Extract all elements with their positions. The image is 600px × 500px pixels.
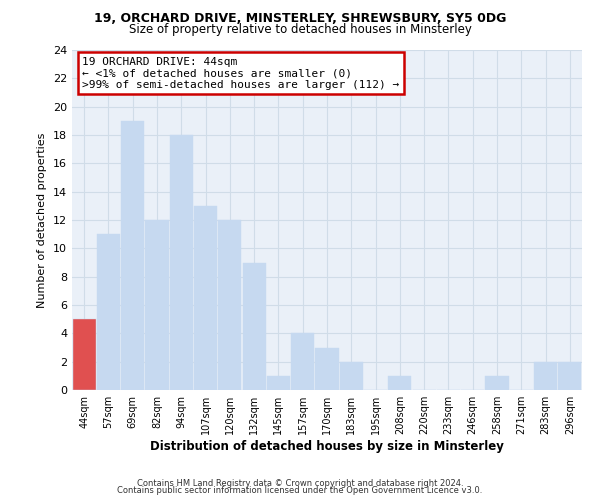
Bar — [218, 220, 241, 390]
Bar — [242, 262, 266, 390]
Bar — [485, 376, 509, 390]
Bar — [170, 135, 193, 390]
Y-axis label: Number of detached properties: Number of detached properties — [37, 132, 47, 308]
Text: 19, ORCHARD DRIVE, MINSTERLEY, SHREWSBURY, SY5 0DG: 19, ORCHARD DRIVE, MINSTERLEY, SHREWSBUR… — [94, 12, 506, 26]
Text: Contains public sector information licensed under the Open Government Licence v3: Contains public sector information licen… — [118, 486, 482, 495]
Bar — [534, 362, 557, 390]
Text: Size of property relative to detached houses in Minsterley: Size of property relative to detached ho… — [128, 22, 472, 36]
Text: 19 ORCHARD DRIVE: 44sqm
← <1% of detached houses are smaller (0)
>99% of semi-de: 19 ORCHARD DRIVE: 44sqm ← <1% of detache… — [82, 57, 400, 90]
Bar — [194, 206, 217, 390]
Bar — [316, 348, 338, 390]
Bar — [291, 334, 314, 390]
Bar — [388, 376, 412, 390]
Bar — [340, 362, 363, 390]
Bar — [121, 121, 144, 390]
Bar — [73, 319, 95, 390]
Bar — [267, 376, 290, 390]
Bar — [559, 362, 581, 390]
Bar — [145, 220, 169, 390]
Text: Contains HM Land Registry data © Crown copyright and database right 2024.: Contains HM Land Registry data © Crown c… — [137, 478, 463, 488]
X-axis label: Distribution of detached houses by size in Minsterley: Distribution of detached houses by size … — [150, 440, 504, 453]
Bar — [97, 234, 120, 390]
